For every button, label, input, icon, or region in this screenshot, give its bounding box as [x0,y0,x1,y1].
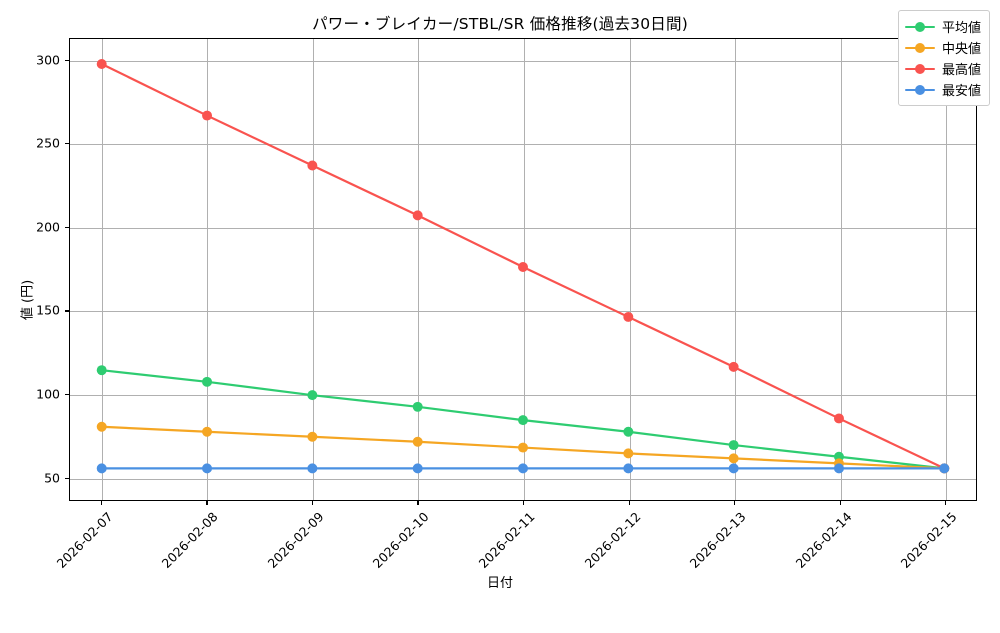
data-point-marker [202,110,213,121]
data-point-marker [728,361,739,372]
gridline-vertical [629,39,631,500]
x-tick-mark [839,501,841,505]
data-point-marker [307,160,318,171]
x-axis-label: 日付 [486,576,513,591]
x-tick-mark [417,501,419,505]
y-tick-mark [65,310,69,312]
legend-item[interactable]: 平均値 [904,16,981,37]
y-tick-label: 300 [36,52,60,68]
x-tick-label: 2026-02-07 [53,509,116,571]
y-tick-mark [65,59,69,61]
x-tick-label: 2026-02-13 [686,509,749,571]
data-point-marker [623,448,634,459]
x-tick-label: 2026-02-09 [264,509,327,571]
gridline-horizontal [70,395,976,397]
y-tick-label: 50 [44,470,60,486]
data-point-marker [939,463,950,474]
gridline-horizontal [70,60,976,62]
data-point-marker [518,262,528,272]
gridline-horizontal [70,311,976,313]
gridline-vertical [207,39,209,500]
gridline-vertical [840,39,842,500]
gridline-vertical [101,39,103,500]
legend-label: 最高値 [941,63,981,78]
gridline-horizontal [70,227,976,229]
y-tick-mark [65,394,69,396]
x-tick-mark [734,501,736,505]
data-point-marker [202,376,213,387]
chart-title: パワー・ブレイカー/STBL/SR 価格推移(過去30日間) [312,15,688,33]
data-point-marker [96,365,107,376]
x-tick-label: 2026-02-10 [370,509,433,571]
data-point-marker [412,436,423,447]
legend-item[interactable]: 中央値 [904,37,981,58]
legend-label: 中央値 [941,42,981,57]
legend-swatch-icon [904,41,935,55]
y-tick-label: 100 [36,386,60,402]
gridline-vertical [735,39,737,500]
data-point-marker [307,390,318,401]
data-point-marker [307,431,318,442]
y-tick-mark [65,477,69,479]
plot-area [69,38,977,501]
legend-swatch-icon [904,20,935,34]
x-tick-label: 2026-02-14 [792,509,855,571]
x-tick-mark [311,501,314,505]
data-point-marker [518,442,528,453]
data-point-marker [412,401,423,412]
legend-item[interactable]: 最高値 [904,58,981,79]
data-point-marker [728,463,739,474]
x-tick-label: 2026-02-11 [475,509,538,571]
data-point-marker [202,426,213,437]
legend-label: 平均値 [941,21,981,36]
data-point-marker [833,413,844,424]
data-point-marker [96,421,107,432]
data-point-marker [518,415,528,426]
gridline-vertical [418,39,420,500]
data-point-marker [623,426,634,437]
data-point-marker [728,440,739,451]
x-tick-mark [628,501,630,505]
data-point-marker [623,463,634,474]
gridline-vertical [946,39,948,500]
x-tick-mark [523,501,525,505]
data-point-marker [518,463,528,474]
data-point-marker [96,463,107,474]
gridline-horizontal [70,478,976,480]
data-point-marker [96,58,107,69]
chart-legend: 平均値中央値最高値最安値 [897,10,990,106]
data-point-marker [623,311,634,322]
legend-swatch-icon [904,83,935,97]
x-tick-label: 2026-02-12 [581,509,644,571]
data-point-marker [412,463,423,474]
legend-swatch-icon [904,62,935,76]
x-tick-label: 2026-02-08 [158,509,221,571]
y-tick-mark [65,226,69,229]
chart-figure: パワー・ブレイカー/STBL/SR 価格推移(過去30日間) 値 (円) 日付 … [20,10,990,591]
data-point-marker [412,210,423,221]
x-tick-mark [100,501,102,505]
legend-item[interactable]: 最安値 [904,79,981,100]
y-tick-label: 200 [36,219,60,235]
legend-label: 最安値 [941,84,981,99]
x-tick-mark [206,501,208,505]
x-tick-mark [945,501,947,505]
y-tick-label: 150 [36,302,60,318]
data-point-marker [833,463,844,474]
data-point-marker [307,463,318,474]
x-tick-label: 2026-02-15 [897,509,960,571]
data-point-marker [202,463,213,474]
y-tick-label: 250 [36,135,60,151]
data-point-marker [728,453,739,464]
gridline-vertical [312,39,314,500]
series-lines [96,58,950,474]
y-tick-mark [65,143,69,145]
gridline-horizontal [70,144,976,146]
